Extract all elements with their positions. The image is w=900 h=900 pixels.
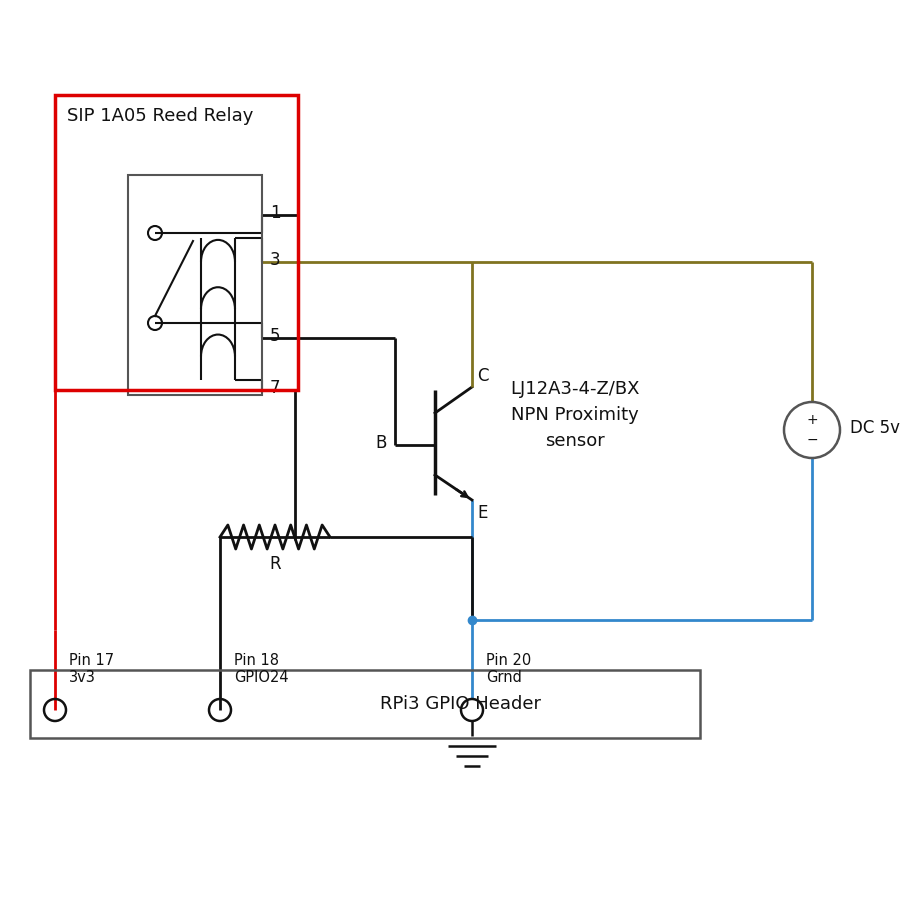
Text: 5: 5	[270, 327, 281, 345]
Bar	[30, 670, 700, 738]
Text: +: +	[806, 413, 818, 427]
Text: C: C	[477, 367, 489, 385]
Text: 7: 7	[270, 379, 281, 397]
Text: E: E	[477, 504, 488, 522]
Text: −: −	[806, 433, 818, 447]
Text: Pin 20
Grnd: Pin 20 Grnd	[486, 652, 531, 685]
Text: R: R	[269, 555, 281, 573]
Text: B: B	[375, 434, 387, 452]
Text: 3: 3	[270, 251, 281, 269]
Bar	[55, 95, 298, 390]
Text: DC 5v1: DC 5v1	[850, 419, 900, 437]
Text: Pin 17
3v3: Pin 17 3v3	[69, 652, 114, 685]
Text: 1: 1	[270, 204, 281, 222]
Text: SIP 1A05 Reed Relay: SIP 1A05 Reed Relay	[67, 107, 254, 125]
Text: LJ12A3-4-Z/BX
NPN Proximity
sensor: LJ12A3-4-Z/BX NPN Proximity sensor	[510, 380, 640, 450]
Text: RPi3 GPIO Header: RPi3 GPIO Header	[380, 695, 541, 713]
Text: Pin 18
GPIO24: Pin 18 GPIO24	[234, 652, 289, 685]
Bar	[128, 175, 262, 395]
